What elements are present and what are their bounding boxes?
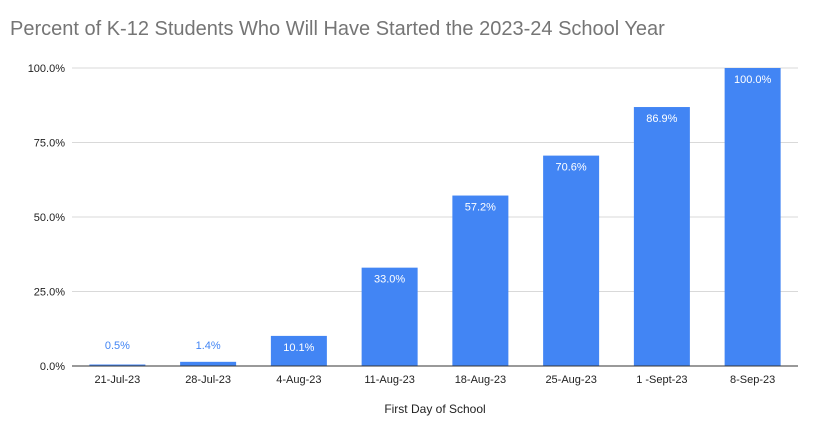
- data-label: 10.1%: [283, 342, 314, 354]
- y-tick-label: 50.0%: [34, 212, 65, 224]
- bar: [89, 364, 146, 366]
- x-tick-label: 4-Aug-23: [276, 374, 321, 386]
- bar: [361, 267, 418, 366]
- x-tick-label: 8-Sep-23: [730, 374, 775, 386]
- x-tick-label: 25-Aug-23: [545, 374, 596, 386]
- data-label: 0.5%: [105, 340, 130, 352]
- bar: [452, 195, 509, 366]
- y-tick-label: 0.0%: [40, 361, 65, 373]
- data-label: 86.9%: [646, 113, 677, 125]
- data-label: 33.0%: [374, 274, 405, 286]
- chart-title: Percent of K-12 Students Who Will Have S…: [10, 18, 665, 40]
- x-tick-label: 28-Jul-23: [185, 374, 231, 386]
- bar: [633, 107, 690, 367]
- data-label: 1.4%: [196, 340, 221, 352]
- x-tick-label: 1 -Sept-23: [636, 374, 687, 386]
- x-tick-label: 21-Jul-23: [94, 374, 140, 386]
- data-label: 70.6%: [556, 162, 587, 174]
- x-tick-label: 11-Aug-23: [364, 374, 415, 386]
- y-tick-label: 75.0%: [34, 138, 65, 150]
- data-label: 100.0%: [734, 74, 772, 86]
- bar: [543, 155, 600, 366]
- x-tick-label: 18-Aug-23: [455, 374, 506, 386]
- y-tick-label: 100.0%: [28, 63, 66, 75]
- x-axis-title: First Day of School: [384, 402, 485, 416]
- bar: [270, 335, 327, 366]
- bar: [180, 361, 237, 366]
- y-tick-label: 25.0%: [34, 287, 65, 299]
- data-label: 57.2%: [465, 202, 496, 214]
- bar: [724, 68, 781, 366]
